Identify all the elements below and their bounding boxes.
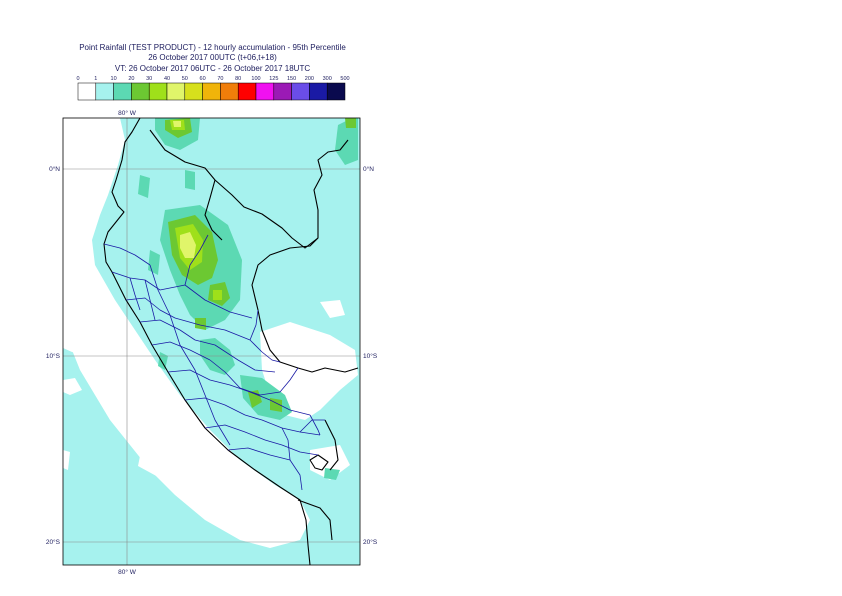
lat-label-left-1: 10°S — [46, 352, 61, 360]
legend-threshold-14: 300 — [323, 76, 332, 82]
lon-label-bottom: 80° W — [118, 568, 137, 576]
lat-label-left-2: 20°S — [46, 538, 61, 546]
legend-threshold-4: 30 — [146, 76, 152, 82]
legend-color-boxes — [77, 82, 346, 101]
legend-threshold-15: 500 — [340, 76, 349, 82]
admin-regions — [103, 234, 325, 491]
legend-threshold-12: 150 — [287, 76, 296, 82]
color-legend: 0 1 10 20 30 40 50 60 70 80 100 125 150 200 300 500 — [76, 76, 350, 101]
rain-40-50-areas — [173, 121, 196, 258]
graticule — [63, 118, 360, 565]
legend-threshold-labels: 0 1 10 20 30 40 50 60 70 80 100 125 150 200 300 500 — [76, 76, 349, 82]
legend-threshold-3: 20 — [128, 76, 134, 82]
legend-threshold-7: 60 — [200, 76, 206, 82]
legend-threshold-11: 125 — [269, 76, 278, 82]
lat-label-left-0: 0°N — [49, 165, 60, 173]
legend-threshold-2: 10 — [111, 76, 117, 82]
legend-threshold-5: 40 — [164, 76, 170, 82]
title-line-3: VT: 26 October 2017 06UTC - 26 October 2… — [114, 64, 311, 73]
title-line-1: Point Rainfall (TEST PRODUCT) - 12 hourl… — [79, 43, 346, 52]
legend-box-14 — [326, 82, 346, 101]
lat-label-right-0: 0°N — [363, 165, 374, 173]
legend-threshold-13: 200 — [305, 76, 314, 82]
lon-label-top: 80° W — [118, 109, 137, 117]
title-line-2: 26 October 2017 00UTC (t+06,t+18) — [148, 53, 277, 62]
legend-threshold-1: 1 — [94, 76, 97, 82]
legend-threshold-0: 0 — [76, 76, 79, 82]
lat-label-right-1: 10°S — [363, 352, 378, 360]
legend-threshold-6: 50 — [182, 76, 188, 82]
coastline-and-borders — [103, 118, 359, 565]
legend-threshold-10: 100 — [251, 76, 260, 82]
legend-threshold-8: 70 — [217, 76, 223, 82]
legend-threshold-9: 80 — [235, 76, 241, 82]
map-frame — [62, 117, 361, 566]
lat-label-right-2: 20°S — [363, 538, 378, 546]
